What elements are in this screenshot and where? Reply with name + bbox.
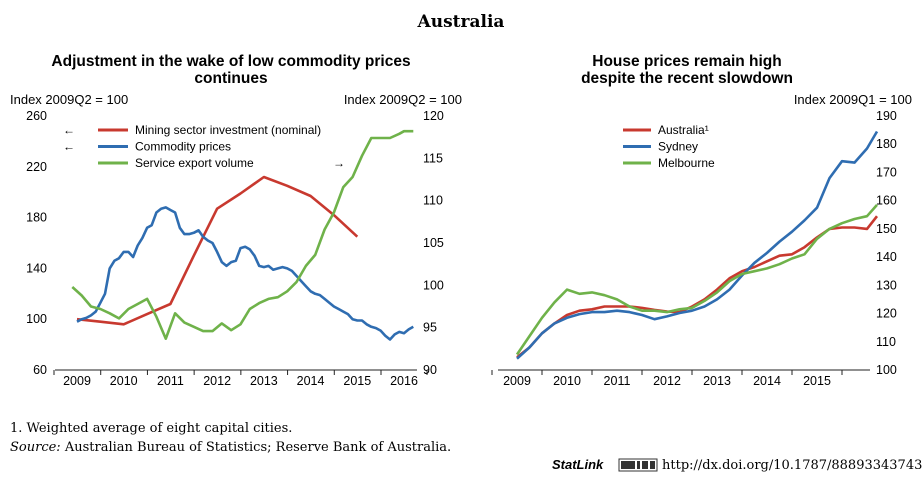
right-x-tick-label: 2010 <box>553 374 581 388</box>
statlink-url[interactable]: http://dx.doi.org/10.1787/888933437438 <box>662 458 923 473</box>
right-y-tick-label: 120 <box>876 307 897 321</box>
left-y-tick-label: 140 <box>26 261 47 275</box>
right-x-tick-label: 2015 <box>803 374 831 388</box>
left-panel: Adjustment in the wake of low commodity … <box>10 53 462 388</box>
right-y-tick-label: 170 <box>876 165 897 179</box>
right-legend-label: Australia¹ <box>658 123 709 137</box>
left-y-tick-label: 100 <box>26 312 47 326</box>
figure-title: Australia <box>417 12 505 32</box>
left-x-tick-label: 2015 <box>343 374 371 388</box>
right-series-line-1 <box>516 130 879 360</box>
left-series-line-1 <box>76 206 414 341</box>
right-panel-series <box>515 130 879 360</box>
left-panel-right-ticks: 90 95 100 105 110 115 120 <box>423 109 444 377</box>
right-panel-title-line-2: despite the recent slowdown <box>581 70 793 87</box>
right-panel: House prices remain high despite the rec… <box>491 53 912 388</box>
left-right-y-tick-label: 90 <box>423 363 437 377</box>
source-line: Source: Australian Bureau of Statistics;… <box>10 440 451 455</box>
left-panel-title-line-2: continues <box>194 70 267 87</box>
source-text: Australian Bureau of Statistics; Reserve… <box>61 440 451 455</box>
left-series-line-0 <box>76 175 359 326</box>
right-y-tick-label: 150 <box>876 222 897 236</box>
left-legend-arrow-right-icon: → <box>333 156 345 170</box>
left-panel-left-axis-label: Index 2009Q2 = 100 <box>10 92 128 107</box>
right-x-tick-label: 2009 <box>503 374 531 388</box>
left-panel-legend: Mining sector investment (nominal) ← Commo… <box>63 123 345 170</box>
right-y-tick-label: 100 <box>876 363 897 377</box>
statlink-label: StatLink <box>552 457 604 472</box>
right-x-tick-label: 2014 <box>753 374 781 388</box>
right-panel-x-ticks: 2009 2010 2011 2012 2013 2014 2015 <box>491 370 843 388</box>
left-x-tick-label: 2016 <box>390 374 418 388</box>
left-panel-right-axis-label: Index 2009Q2 = 100 <box>344 92 462 107</box>
left-x-tick-label: 2012 <box>203 374 231 388</box>
left-x-tick-label: 2009 <box>63 374 91 388</box>
left-legend-label: Service export volume <box>135 156 254 170</box>
right-panel-title-line-1: House prices remain high <box>592 53 782 70</box>
right-y-tick-label: 110 <box>876 335 896 349</box>
right-series-line-0 <box>516 215 879 359</box>
left-x-tick-label: 2014 <box>297 374 325 388</box>
right-y-tick-label: 160 <box>876 194 897 208</box>
right-y-tick-label: 130 <box>876 278 897 292</box>
right-legend-label: Sydney <box>658 140 698 154</box>
left-right-y-tick-label: 95 <box>423 321 437 335</box>
source-label: Source: <box>10 440 61 455</box>
left-panel-series <box>71 129 414 341</box>
left-legend-label: Commodity prices <box>135 140 231 154</box>
left-y-tick-label: 220 <box>26 160 47 174</box>
right-y-tick-label: 140 <box>876 250 897 264</box>
left-y-tick-label: 60 <box>33 363 47 377</box>
right-x-tick-label: 2012 <box>653 374 681 388</box>
left-legend-label: Mining sector investment (nominal) <box>135 123 321 137</box>
left-x-tick-label: 2013 <box>250 374 278 388</box>
left-legend-arrow-left-icon: ← <box>63 123 75 137</box>
left-panel-title-line-1: Adjustment in the wake of low commodity … <box>51 53 410 70</box>
right-panel-axis-label: Index 2009Q1 = 100 <box>794 92 912 107</box>
right-panel-right-ticks: 100 110 120 130 140 150 160 170 180 190 <box>876 109 897 377</box>
right-x-tick-label: 2013 <box>703 374 731 388</box>
left-right-y-tick-label: 105 <box>423 236 444 250</box>
left-panel-left-ticks: 60 100 140 180 220 260 <box>26 109 47 377</box>
right-x-tick-label: 2011 <box>604 374 631 388</box>
right-panel-legend: Australia¹ Sydney Melbourne <box>623 123 715 170</box>
right-legend-label: Melbourne <box>658 156 715 170</box>
footnote: 1. Weighted average of eight capital cit… <box>10 421 292 436</box>
right-y-tick-label: 180 <box>876 137 897 151</box>
left-legend-arrow-left-icon: ← <box>63 140 75 154</box>
left-x-tick-label: 2011 <box>157 374 184 388</box>
right-series-line-2 <box>515 204 878 356</box>
left-y-tick-label: 180 <box>26 211 47 225</box>
left-y-tick-label: 260 <box>26 109 47 123</box>
left-right-y-tick-label: 100 <box>423 278 444 292</box>
left-right-y-tick-label: 115 <box>423 151 443 165</box>
left-right-y-tick-label: 110 <box>423 194 443 208</box>
left-panel-x-ticks: 2009 2010 2011 2012 2013 2014 2015 2016 <box>53 370 428 388</box>
right-y-tick-label: 190 <box>876 109 897 123</box>
statlink-logo-icon <box>618 458 658 472</box>
left-right-y-tick-label: 120 <box>423 109 444 123</box>
left-x-tick-label: 2010 <box>110 374 138 388</box>
left-series-line-2 <box>71 129 414 341</box>
